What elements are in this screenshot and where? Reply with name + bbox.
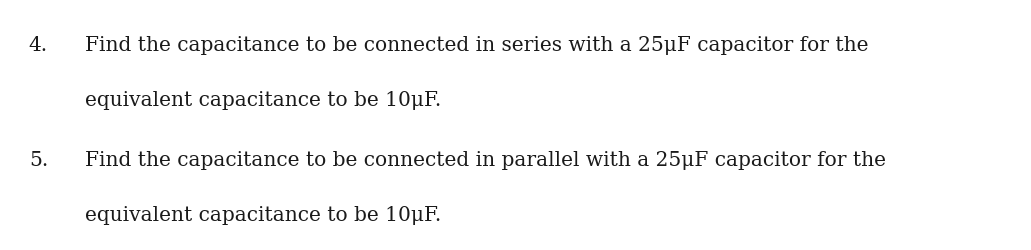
- Text: Find the capacitance to be connected in parallel with a 25μF capacitor for the: Find the capacitance to be connected in …: [85, 150, 886, 170]
- Text: 5.: 5.: [29, 150, 48, 170]
- Text: 4.: 4.: [29, 36, 48, 54]
- Text: Find the capacitance to be connected in series with a 25μF capacitor for the: Find the capacitance to be connected in …: [85, 36, 868, 54]
- Text: equivalent capacitance to be 10μF.: equivalent capacitance to be 10μF.: [85, 206, 441, 225]
- Text: equivalent capacitance to be 10μF.: equivalent capacitance to be 10μF.: [85, 90, 441, 110]
